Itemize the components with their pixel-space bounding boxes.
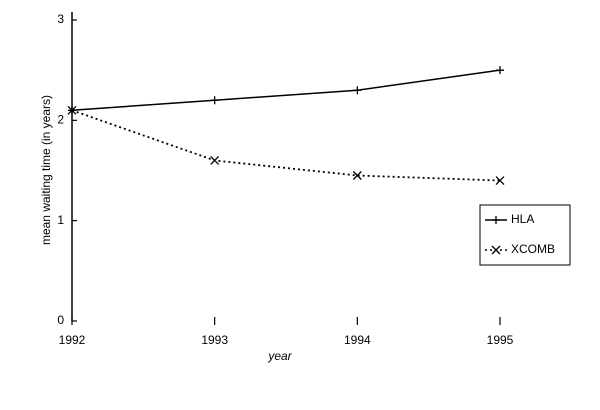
y-tick-label: 3	[57, 12, 64, 26]
legend-label: XCOMB	[511, 242, 555, 256]
series-line	[71, 109, 501, 182]
x-tick-label: 1993	[201, 333, 228, 347]
marker	[210, 96, 219, 105]
x-axis-label: year	[267, 349, 292, 363]
y-tick-label: 1	[57, 213, 64, 227]
series-line	[71, 69, 501, 112]
y-tick-label: 0	[57, 313, 64, 327]
x-tick-label: 1992	[59, 333, 86, 347]
marker	[353, 86, 362, 95]
x-tick-label: 1994	[344, 333, 371, 347]
legend-label: HLA	[511, 212, 534, 226]
marker	[491, 245, 501, 255]
marker	[210, 156, 220, 165]
x-tick-label: 1995	[487, 333, 514, 347]
marker	[67, 105, 77, 115]
marker	[496, 66, 504, 75]
y-axis-label: mean waiting time (in years)	[39, 95, 53, 245]
legend-box	[479, 204, 571, 266]
marker	[495, 176, 505, 185]
marker	[352, 171, 362, 180]
marker	[492, 216, 500, 224]
y-tick-label: 2	[57, 113, 64, 127]
